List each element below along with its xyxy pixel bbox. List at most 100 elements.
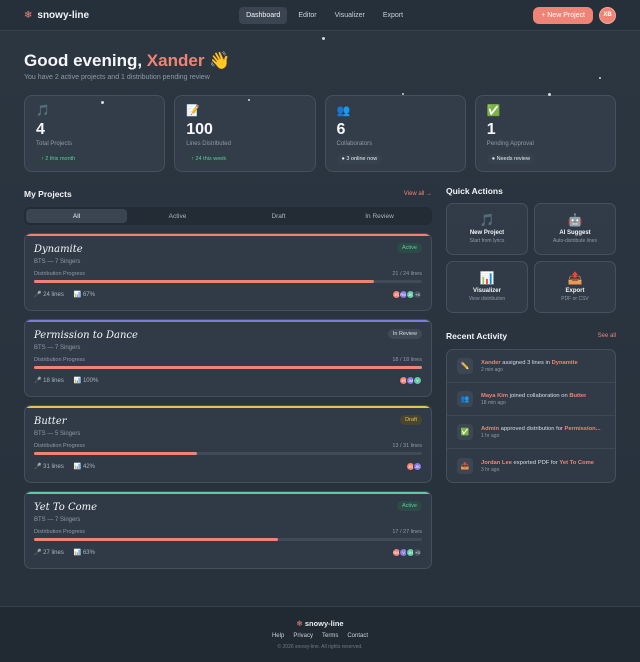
- stat-chip: ● 3 online now: [336, 154, 383, 164]
- project-card[interactable]: Yet To Come Active BTS — 7 Singers Distribu…: [24, 491, 432, 569]
- quick-action-export[interactable]: 📤 Export PDF or CSV: [534, 261, 616, 313]
- greeting-title: Good evening, Xander 👋: [24, 51, 231, 70]
- snowflake-dot: [402, 93, 404, 95]
- chart-icon: 📊: [73, 378, 83, 384]
- line-count: 🎤 31 lines: [34, 463, 64, 470]
- tab-draft[interactable]: Draft: [271, 212, 286, 220]
- project-card[interactable]: Butter Draft BTS — 5 Singers Distribution P…: [24, 405, 432, 483]
- stat-chip: ↑ 2 this month: [36, 154, 81, 164]
- progress-count: 13 / 31 lines: [392, 443, 422, 449]
- stat-icon: 👥: [336, 105, 351, 117]
- project-card[interactable]: Dynamite Active BTS — 7 Singers Distributio…: [24, 233, 432, 311]
- progress-row: Distribution Progress 18 / 18 lines: [34, 357, 422, 363]
- collaborator-avatars[interactable]: JS JK: [406, 462, 422, 471]
- quick-action-new-project[interactable]: 🎵 New Project Start from lyrics: [446, 203, 528, 255]
- activity-action: exported PDF for: [511, 459, 560, 466]
- activity-body: Jordan Lee exported PDF for Yet To Come 3…: [481, 459, 594, 473]
- collaborator-avatars[interactable]: RM V JH +3: [392, 548, 422, 557]
- mic-icon: 🎤: [34, 550, 44, 556]
- mic-icon: 🎤: [34, 378, 44, 384]
- project-meta: 🎤 18 lines 📊 100% JS JM V: [34, 376, 422, 385]
- progress-label: Distribution Progress: [34, 271, 86, 277]
- tab-in-review[interactable]: In Review: [365, 212, 394, 220]
- activity-item[interactable]: ✏️ Xander assigned 3 lines in Dynamite 2 m…: [447, 350, 615, 383]
- stat-label: Total Projects: [36, 141, 73, 147]
- view-all-link[interactable]: View all →: [403, 191, 432, 197]
- stat-icon: ✅: [486, 105, 501, 117]
- project-artist: BTS — 7 Singers: [34, 517, 81, 523]
- activity-body: Maya Kim joined collaboration on Butter 1…: [481, 392, 586, 406]
- activity-item[interactable]: ✅ Admin approved distribution for Permiss…: [447, 416, 615, 449]
- activity-list: ✏️ Xander assigned 3 lines in Dynamite 2 m…: [446, 349, 616, 483]
- app-logo[interactable]: ❄ snowy-line: [24, 10, 89, 21]
- footer-logo: ❄ snowy-line: [296, 619, 344, 628]
- project-artist: BTS — 5 Singers: [34, 431, 81, 437]
- project-meta: 🎤 27 lines 📊 63% RM V JH +3: [34, 548, 422, 557]
- footer-link-privacy[interactable]: Privacy: [293, 633, 313, 639]
- activity-item[interactable]: 📤 Jordan Lee exported PDF for Yet To Come…: [447, 449, 615, 482]
- quick-action-visualizer[interactable]: 📊 Visualizer View distribution: [446, 261, 528, 313]
- activity-item[interactable]: 👥 Maya Kim joined collaboration on Butter…: [447, 383, 615, 416]
- percent-text: 42%: [82, 464, 95, 470]
- mic-icon: 🎤: [34, 292, 44, 298]
- progress-label: Distribution Progress: [34, 529, 86, 535]
- see-all-link[interactable]: See all: [597, 333, 616, 339]
- stat-icon: 📝: [186, 105, 200, 117]
- stat-label: Lines Distributed: [186, 141, 231, 147]
- activity-actor: Xander: [481, 360, 501, 366]
- main-nav: Dashboard Editor Visualizer Export: [239, 6, 410, 24]
- stat-card: 📝 100 Lines Distributed ↑ 24 this week: [174, 95, 316, 172]
- quick-action-subtitle: Start from lyrics: [469, 238, 505, 244]
- project-title[interactable]: Dynamite: [34, 244, 83, 255]
- collaborator-avatars[interactable]: JS JM V: [399, 376, 422, 385]
- activity-actor: Jordan Lee: [481, 459, 512, 466]
- project-title[interactable]: Yet To Come: [34, 502, 98, 513]
- project-accent-bar: [25, 320, 431, 322]
- tab-all[interactable]: All: [26, 209, 127, 223]
- footer-link-help[interactable]: Help: [271, 633, 285, 639]
- recent-activity-title: Recent Activity: [446, 331, 508, 341]
- nav-visualizer[interactable]: Visualizer: [334, 11, 365, 19]
- activity-text: Xander assigned 3 lines in Dynamite: [481, 359, 578, 367]
- progress-fill: [34, 366, 422, 369]
- line-count: 🎤 27 lines: [34, 549, 64, 556]
- activity-target: Butter: [569, 393, 587, 399]
- project-accent-bar: [25, 406, 431, 408]
- new-project-icon: 🎵: [479, 213, 495, 227]
- quick-actions-title: Quick Actions: [446, 186, 503, 196]
- status-badge: In Review: [387, 329, 422, 339]
- tab-active[interactable]: Active: [168, 212, 187, 220]
- project-card[interactable]: Permission to Dance In Review BTS — 7 Sing…: [24, 319, 432, 397]
- stat-card: 🎵 4 Total Projects ↑ 2 this month: [24, 95, 166, 172]
- activity-icon: 👥: [457, 391, 473, 407]
- stat-icon: 🎵: [36, 105, 50, 117]
- top-bar: ❄ snowy-line Dashboard Editor Visualizer Ex…: [0, 0, 640, 31]
- stat-label: Pending Approval: [486, 141, 534, 147]
- quick-action-ai-suggest[interactable]: 🤖 AI Suggest Auto-distribute lines: [534, 203, 616, 255]
- copyright: © 2026 snowy-line. All rights reserved.: [277, 644, 363, 650]
- user-avatar[interactable]: XB: [599, 6, 616, 24]
- project-title[interactable]: Butter: [34, 416, 67, 427]
- project-title[interactable]: Permission to Dance: [34, 330, 138, 341]
- activity-target: Yet To Come: [559, 459, 594, 466]
- activity-icon: 📤: [457, 457, 473, 474]
- collaborator-avatars[interactable]: JS RM JK +4: [392, 290, 422, 299]
- stat-value: 100: [186, 121, 213, 138]
- projects-title: My Projects: [24, 189, 72, 199]
- line-count-text: 27 lines: [43, 550, 64, 556]
- stat-chip: ● Needs review: [486, 154, 535, 164]
- new-project-button[interactable]: + New Project: [533, 6, 593, 24]
- progress-row: Distribution Progress 21 / 24 lines: [34, 271, 422, 277]
- nav-dashboard[interactable]: Dashboard: [239, 6, 288, 24]
- user-name: Xander: [146, 51, 205, 70]
- collaborator-avatar: JK: [413, 462, 422, 471]
- progress-bar: [34, 366, 422, 369]
- project-accent-bar: [25, 234, 431, 236]
- nav-editor[interactable]: Editor: [298, 11, 317, 19]
- nav-export[interactable]: Export: [382, 11, 404, 19]
- footer-link-contact[interactable]: Contact: [347, 633, 369, 639]
- ai-suggest-icon: 🤖: [567, 213, 583, 227]
- percent: 📊 100%: [74, 377, 99, 384]
- footer-link-terms[interactable]: Terms: [321, 633, 339, 639]
- activity-target: Dynamite: [551, 360, 578, 366]
